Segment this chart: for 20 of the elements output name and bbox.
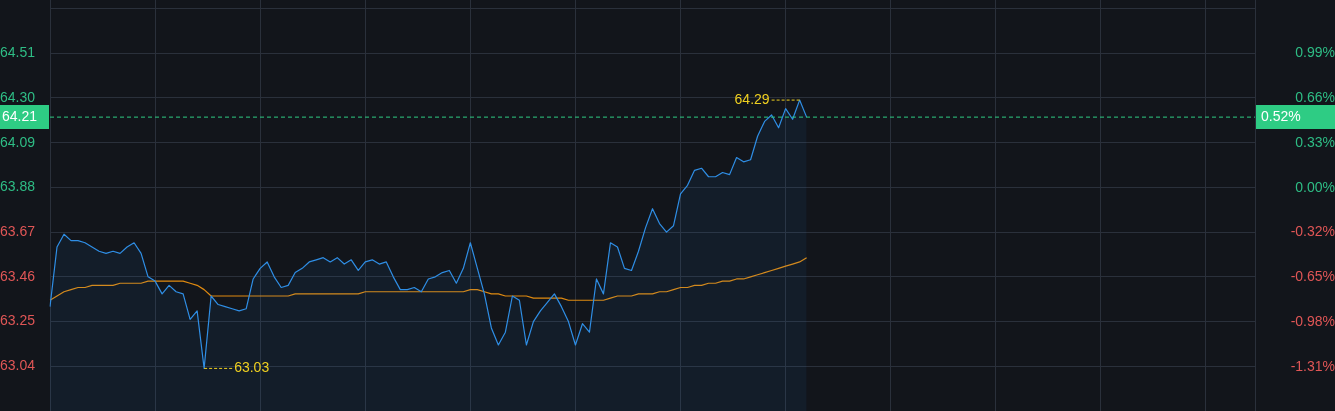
y2-tick-label: -0.98% (1290, 313, 1335, 330)
annotation: 64.29 (734, 90, 770, 107)
y2-tick-label: 0.99% (1295, 44, 1335, 61)
y2-tick-label: -0.65% (1290, 268, 1335, 285)
text: 0.52% (1261, 107, 1301, 124)
y-tick-label: 63.88 (0, 178, 36, 195)
y2-tick-label: -0.32% (1290, 222, 1335, 239)
annotation: 63.03 (234, 359, 270, 376)
y-tick-label: 63.25 (0, 312, 36, 329)
y2-tick-label: 0.00% (1295, 179, 1335, 196)
y-tick-label: 63.46 (0, 267, 36, 284)
y-tick-label: 63.04 (0, 357, 36, 374)
y-tick-label: 64.30 (0, 88, 36, 105)
y-tick-label: 64.51 (0, 44, 36, 61)
y2-tick-label: 0.33% (1295, 134, 1335, 151)
y2-tick-label: 0.66% (1295, 89, 1335, 106)
y-tick-label: 63.67 (0, 222, 36, 239)
y-tick-label: 64.09 (0, 133, 36, 150)
y2-tick-label: -1.31% (1290, 358, 1335, 375)
ref-line-label: 64.21 (2, 107, 38, 124)
